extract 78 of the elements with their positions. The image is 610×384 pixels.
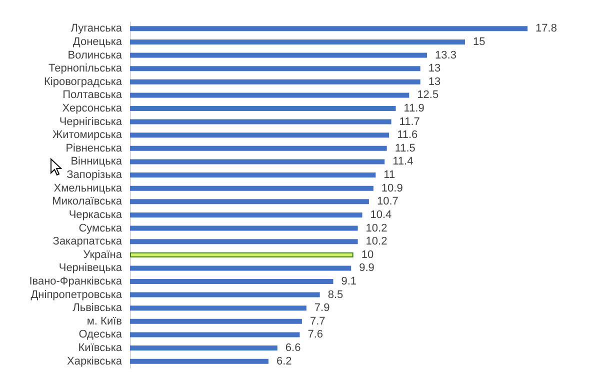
y-tick-label: Кіровоградська <box>44 76 123 88</box>
y-tick-label: Чернігівська <box>59 116 123 128</box>
data-label: 13.3 <box>435 49 456 62</box>
y-tick-label: Дніпропетровська <box>30 288 123 301</box>
bar <box>130 26 528 32</box>
y-tick-label: Полтавська <box>62 89 123 102</box>
y-tick-label: Житомирська <box>52 129 123 142</box>
data-label: 13 <box>428 76 441 88</box>
data-label: 10.4 <box>370 208 392 221</box>
bar <box>130 132 390 138</box>
y-tick-label: Луганська <box>70 22 123 35</box>
y-tick-label: Волинська <box>68 49 123 62</box>
data-label: 10.2 <box>366 222 388 234</box>
bar <box>130 358 268 364</box>
bar <box>130 279 334 284</box>
data-label: 17.8 <box>536 22 557 35</box>
bar <box>130 79 420 84</box>
bar <box>130 266 352 271</box>
bar <box>130 306 306 311</box>
y-tick-label: Донецька <box>72 36 123 48</box>
data-label: 10 <box>361 248 374 261</box>
y-tick-label: Сумська <box>78 222 123 234</box>
y-tick-label: Хмельницька <box>54 182 123 194</box>
y-tick-label: Запорізька <box>66 169 123 182</box>
bar <box>130 199 369 204</box>
data-label: 11.5 <box>394 142 416 154</box>
bar <box>130 106 396 111</box>
y-tick-label: Одеська <box>78 328 123 341</box>
bar <box>130 346 278 351</box>
data-label: 8.5 <box>328 288 344 301</box>
data-label: 11.9 <box>404 102 424 114</box>
bar <box>130 146 387 151</box>
data-label: 9.1 <box>341 276 357 288</box>
bar <box>130 52 428 58</box>
y-tick-label: Івано-Франківська <box>29 276 123 288</box>
data-label: 7.6 <box>308 328 324 341</box>
y-tick-label: Чернівецька <box>58 262 123 274</box>
bar <box>130 66 420 72</box>
y-tick-label: Черкаська <box>68 208 123 221</box>
y-tick-label: м. Київ <box>86 315 122 328</box>
bar <box>130 186 374 191</box>
bar <box>130 226 358 231</box>
data-label: 10.7 <box>376 196 398 208</box>
bar <box>130 212 362 218</box>
data-label: 9.9 <box>359 262 374 274</box>
data-label: 7.7 <box>310 315 326 328</box>
y-tick-label: Львівська <box>72 302 123 314</box>
bar <box>130 39 465 44</box>
bar <box>130 332 300 338</box>
y-tick-label: Вінницька <box>70 156 123 168</box>
data-label: 6.6 <box>285 342 301 354</box>
y-tick-label: Україна <box>83 248 123 261</box>
y-tick-label: Київська <box>78 342 123 354</box>
y-tick-label: Херсонська <box>62 102 123 114</box>
bar <box>130 119 392 124</box>
y-tick-label: Закарпатська <box>52 236 123 248</box>
data-label: 13 <box>428 62 441 75</box>
data-label: 7.9 <box>314 302 330 314</box>
bar <box>130 172 376 178</box>
y-tick-label: Тернопільська <box>48 62 123 75</box>
data-label: 15 <box>473 36 486 48</box>
bar <box>130 159 385 164</box>
bar <box>130 252 354 258</box>
bar <box>130 292 320 298</box>
data-label: 12.5 <box>417 89 439 102</box>
data-label: 11 <box>384 169 396 182</box>
y-tick-label: Харківська <box>67 355 123 368</box>
y-tick-label: Миколаївська <box>52 196 123 208</box>
bar <box>130 92 410 98</box>
data-label: 11.4 <box>392 156 414 168</box>
data-label: 10.2 <box>366 236 388 248</box>
data-label: 10.9 <box>381 182 403 194</box>
bar <box>130 239 358 244</box>
data-label: 11.7 <box>399 116 420 128</box>
bar <box>130 318 302 324</box>
y-tick-label: Рівненська <box>66 142 123 154</box>
data-label: 11.6 <box>397 129 418 142</box>
data-label: 6.2 <box>276 355 292 368</box>
